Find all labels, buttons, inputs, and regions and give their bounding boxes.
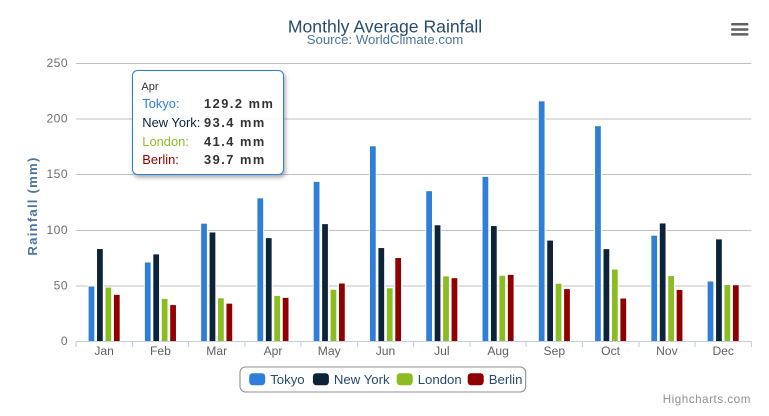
svg-text:Feb: Feb xyxy=(150,344,171,358)
svg-text:0: 0 xyxy=(61,334,68,348)
svg-text:New York: New York xyxy=(334,372,390,387)
svg-text:100: 100 xyxy=(46,223,68,237)
svg-text:Source: WorldClimate.com: Source: WorldClimate.com xyxy=(307,32,464,47)
svg-text:Dec: Dec xyxy=(712,344,734,358)
svg-text:Sep: Sep xyxy=(544,344,566,358)
svg-text:Aug: Aug xyxy=(487,344,509,358)
svg-text:Jun: Jun xyxy=(376,344,396,358)
svg-text:Jan: Jan xyxy=(94,344,114,358)
svg-text:Monthly Average Rainfall: Monthly Average Rainfall xyxy=(288,16,482,36)
svg-text:Mar: Mar xyxy=(206,344,227,358)
svg-text:Nov: Nov xyxy=(656,344,678,358)
svg-text:Berlin: Berlin xyxy=(489,372,523,387)
svg-text:150: 150 xyxy=(46,167,68,181)
svg-text:May: May xyxy=(318,344,342,358)
svg-text:Oct: Oct xyxy=(601,344,620,358)
svg-text:250: 250 xyxy=(46,56,68,70)
svg-text:50: 50 xyxy=(54,278,68,292)
svg-text:Highcharts.com: Highcharts.com xyxy=(663,393,751,406)
svg-text:Rainfall (mm): Rainfall (mm) xyxy=(25,156,40,255)
svg-text:Jul: Jul xyxy=(434,344,449,358)
svg-text:Tokyo: Tokyo xyxy=(270,372,304,387)
svg-text:200: 200 xyxy=(46,112,68,126)
svg-text:Apr: Apr xyxy=(264,344,283,358)
svg-text:London: London xyxy=(418,372,462,387)
